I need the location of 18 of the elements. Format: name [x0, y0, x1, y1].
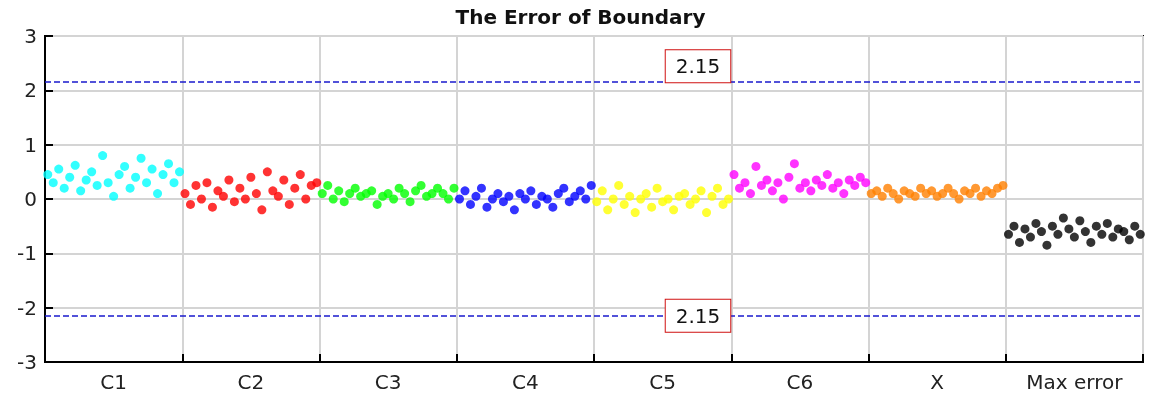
y-tick-label: 1	[24, 132, 37, 157]
x-tick-label: C1	[100, 370, 127, 394]
x-tick-label: C2	[237, 370, 265, 394]
chart-title: The Error of Boundary	[455, 5, 706, 29]
y-tick-label: 0	[24, 187, 37, 211]
y-tick-label: -2	[17, 295, 37, 320]
y-tick-label: 3	[24, 24, 37, 48]
x-tick-label: C3	[374, 370, 402, 394]
x-tick-label: C6	[786, 370, 814, 394]
x-tick-label: X	[930, 370, 945, 394]
x-tick-label: C5	[649, 370, 676, 394]
y-tick-label: 2	[24, 78, 37, 103]
y-tick-label: -1	[17, 241, 37, 266]
x-tick-label: Max error	[1026, 370, 1124, 394]
ref-line-label: 2.15	[675, 54, 721, 79]
y-tick-label: -3	[17, 350, 37, 374]
annotation: 2.15	[675, 303, 721, 328]
x-tick-label: C4	[512, 370, 539, 394]
